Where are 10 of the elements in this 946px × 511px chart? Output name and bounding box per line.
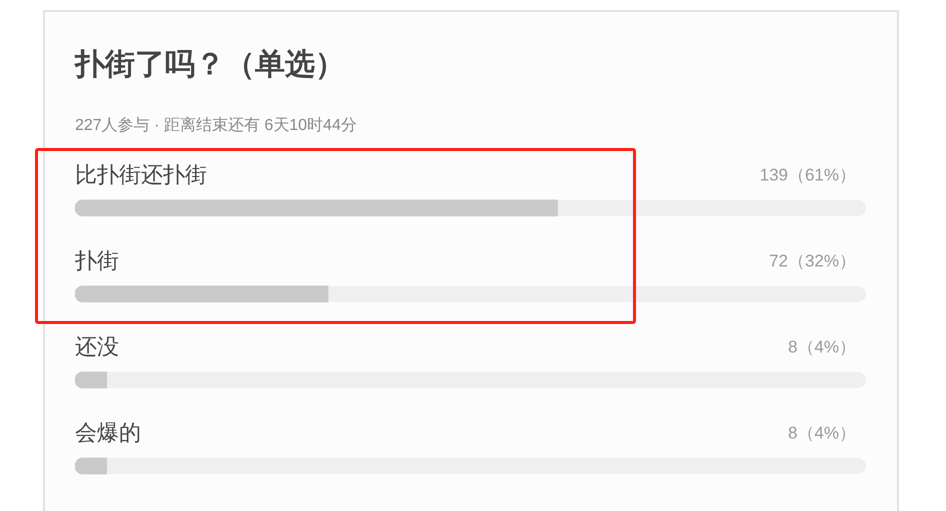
y-tick-label: 比扑街还扑街 <box>75 162 207 188</box>
data-label: 72（32%） <box>769 252 856 271</box>
data-label: 8（4%） <box>788 424 856 443</box>
y-tick-label: 还没 <box>75 334 119 360</box>
chart-title: 扑街了吗？（单选） <box>75 47 345 83</box>
y-tick-label: 会爆的 <box>75 420 141 446</box>
chart-subtitle: 227人参与 · 距离结束还有 6天10时44分 <box>75 116 357 136</box>
y-tick-label: 扑街 <box>74 248 119 274</box>
data-label: 8（4%） <box>788 338 856 357</box>
data-label: 139（61%） <box>760 166 856 185</box>
